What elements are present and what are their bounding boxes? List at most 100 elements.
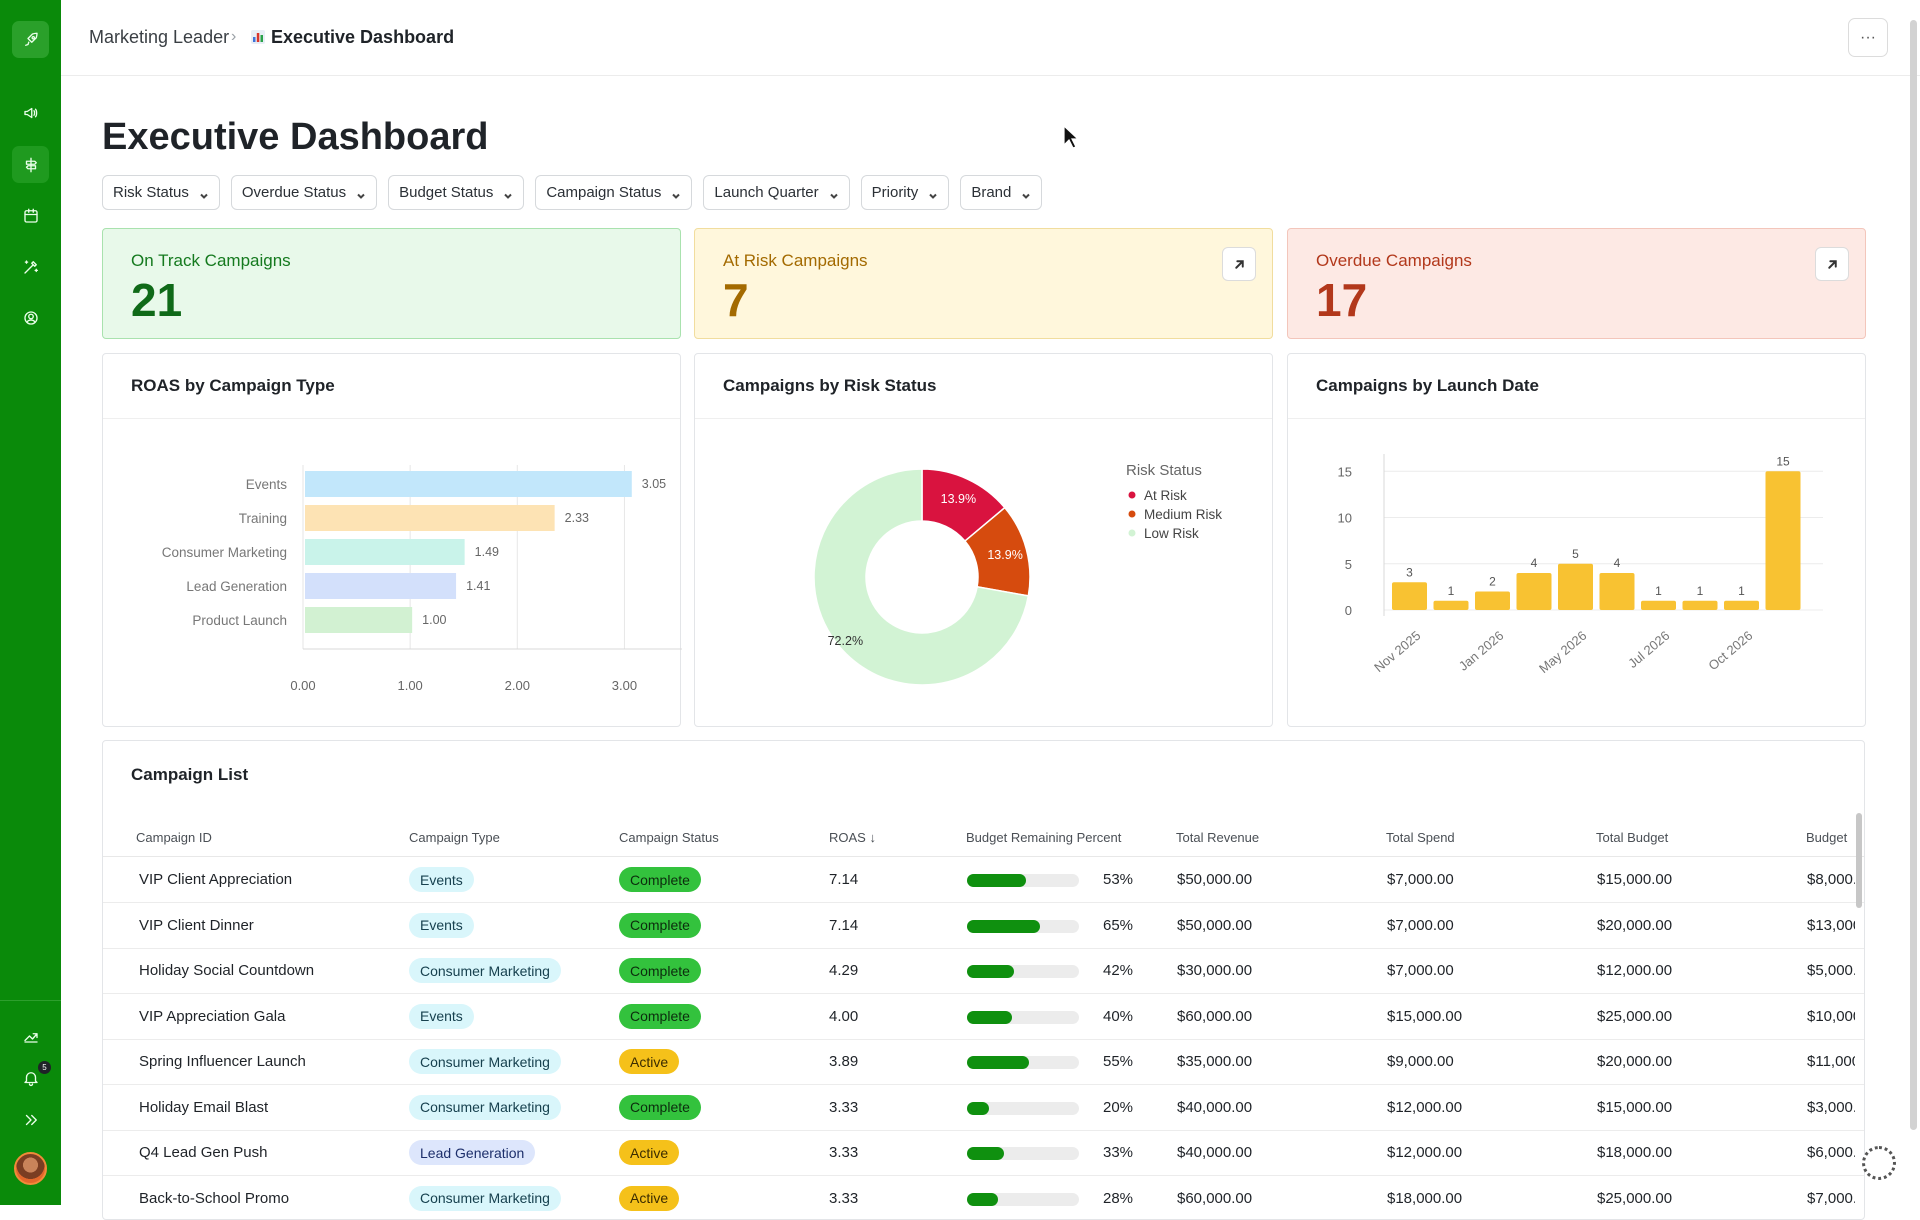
campaign-status-pill: Complete <box>619 913 701 938</box>
trending-up-icon[interactable] <box>12 1017 49 1054</box>
filter-overdue-status[interactable]: Overdue Status <box>231 175 377 210</box>
roas-cell: 3.89 <box>829 1053 858 1070</box>
filter-campaign-status[interactable]: Campaign Status <box>535 175 692 210</box>
breadcrumb-parent[interactable]: Marketing Leader <box>89 27 229 48</box>
campaign-type-pill: Lead Generation <box>409 1140 535 1165</box>
campaign-id-cell[interactable]: Q4 Lead Gen Push <box>139 1144 267 1161</box>
campaign-id-cell[interactable]: Spring Influencer Launch <box>139 1053 306 1070</box>
column-header-budget[interactable]: Budget <box>1806 830 1847 845</box>
arrow-up-right-icon <box>1826 258 1839 271</box>
campaign-id-cell[interactable]: VIP Client Dinner <box>139 917 254 934</box>
x-tick-label: 1.00 <box>397 678 422 693</box>
filter-priority[interactable]: Priority <box>861 175 950 210</box>
magic-wand-icon[interactable] <box>12 248 49 285</box>
user-avatar[interactable] <box>14 1152 47 1185</box>
column-header-total-revenue[interactable]: Total Revenue <box>1176 830 1259 845</box>
category-label: Events <box>246 477 288 492</box>
campaigns-signpost-icon[interactable] <box>12 146 49 183</box>
bar-value-label: 1 <box>1738 584 1745 598</box>
app-logo-rocket-icon[interactable] <box>12 21 49 58</box>
column-header-campaign-type[interactable]: Campaign Type <box>409 830 500 845</box>
legend-label: Medium Risk <box>1144 507 1222 522</box>
calendar-icon[interactable] <box>12 197 49 234</box>
arrow-up-right-icon <box>1233 258 1246 271</box>
campaign-id-cell[interactable]: VIP Client Appreciation <box>139 871 292 888</box>
bar-value-label: 1 <box>1697 584 1704 598</box>
budget-percent-label: 55% <box>1103 1053 1133 1070</box>
campaign-id-cell[interactable]: VIP Appreciation Gala <box>139 1008 285 1025</box>
filter-budget-status[interactable]: Budget Status <box>388 175 524 210</box>
column-header-roas[interactable]: ROAS ↓ <box>829 830 876 845</box>
table-scrollbar[interactable] <box>1856 813 1862 908</box>
budget-progress-fill <box>967 874 1026 887</box>
open-at-risk-button[interactable] <box>1222 247 1256 281</box>
budget-progress-bar <box>967 1193 1079 1206</box>
total-spend-cell: $12,000.00 <box>1387 1099 1462 1116</box>
bar-chart-emoji-icon <box>251 30 265 44</box>
total-spend-cell: $12,000.00 <box>1387 1144 1462 1161</box>
megaphone-icon[interactable] <box>12 94 49 131</box>
budget-progress-fill <box>967 1056 1029 1069</box>
campaign-id-cell[interactable]: Back-to-School Promo <box>139 1190 289 1207</box>
filter-risk-status[interactable]: Risk Status <box>102 175 220 210</box>
x-tick-label: May 2026 <box>1536 628 1589 676</box>
user-circle-icon[interactable] <box>12 299 49 336</box>
column-header-campaign-status[interactable]: Campaign Status <box>619 830 719 845</box>
bar-value-label: 1.49 <box>475 545 499 559</box>
filter-launch-quarter[interactable]: Launch Quarter <box>703 175 849 210</box>
column-header-budget-remaining[interactable]: Budget Remaining Percent <box>966 830 1121 845</box>
bar-value-label: 2.33 <box>565 511 589 525</box>
total-revenue-cell: $30,000.00 <box>1177 962 1252 979</box>
expand-chevrons-icon[interactable] <box>12 1101 49 1138</box>
slice-value-label: 72.2% <box>828 634 863 648</box>
bar-value-label: 1 <box>1448 584 1455 598</box>
total-revenue-cell: $60,000.00 <box>1177 1008 1252 1025</box>
loading-spinner-icon <box>1862 1146 1896 1180</box>
budget-progress-bar <box>967 1011 1079 1024</box>
y-tick-label: 10 <box>1338 511 1352 526</box>
total-budget-cell: $15,000.00 <box>1597 871 1672 888</box>
budget-cell: $10,000.00 <box>1807 1008 1855 1025</box>
total-spend-cell: $7,000.00 <box>1387 917 1454 934</box>
campaign-status-pill: Active <box>619 1186 679 1211</box>
campaign-status-pill: Complete <box>619 867 701 892</box>
legend-swatch <box>1129 530 1136 537</box>
page-scrollbar[interactable] <box>1910 20 1917 1130</box>
filter-label: Campaign Status <box>546 184 661 201</box>
filter-label: Budget Status <box>399 184 493 201</box>
budget-percent-label: 28% <box>1103 1190 1133 1207</box>
total-revenue-cell: $50,000.00 <box>1177 871 1252 888</box>
budget-progress-fill <box>967 1102 989 1115</box>
launch-bar <box>1683 601 1718 610</box>
table-header: Campaign ID Campaign Type Campaign Statu… <box>103 804 1864 857</box>
roas-bar <box>305 471 632 497</box>
more-options-button[interactable]: ··· <box>1848 18 1888 57</box>
roas-cell: 3.33 <box>829 1190 858 1207</box>
bar-value-label: 15 <box>1776 454 1790 468</box>
open-overdue-button[interactable] <box>1815 247 1849 281</box>
kpi-value: 17 <box>1316 273 1367 327</box>
campaign-id-cell[interactable]: Holiday Social Countdown <box>139 962 314 979</box>
column-header-total-spend[interactable]: Total Spend <box>1386 830 1455 845</box>
column-header-campaign-id[interactable]: Campaign ID <box>136 830 212 845</box>
filter-brand[interactable]: Brand <box>960 175 1042 210</box>
launch-bar <box>1558 564 1593 610</box>
campaign-id-cell[interactable]: Holiday Email Blast <box>139 1099 268 1116</box>
column-header-total-budget[interactable]: Total Budget <box>1596 830 1668 845</box>
filter-label: Priority <box>872 184 919 201</box>
risk-chart-card: Campaigns by Risk Status 13.9%13.9%72.2%… <box>694 353 1273 727</box>
kpi-overdue-card: Overdue Campaigns 17 <box>1287 228 1866 339</box>
roas-cell: 7.14 <box>829 917 858 934</box>
legend-swatch <box>1129 511 1136 518</box>
budget-percent-label: 53% <box>1103 871 1133 888</box>
roas-cell: 4.29 <box>829 962 858 979</box>
